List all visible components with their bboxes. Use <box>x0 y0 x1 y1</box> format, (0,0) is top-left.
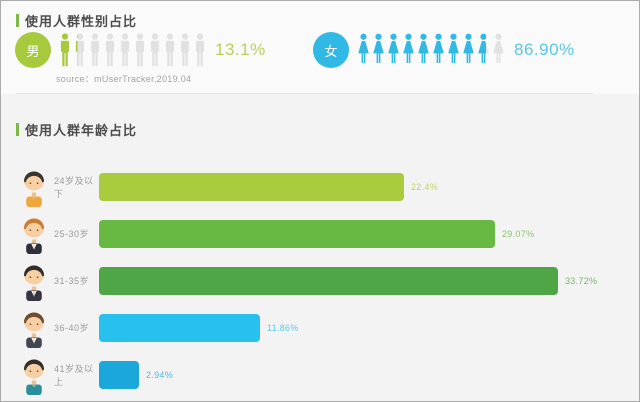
male-pictogram-icon <box>195 33 205 67</box>
female-stat-group: 女 86.90% <box>313 29 575 71</box>
female-badge: 女 <box>313 32 349 68</box>
man-avatar-icon <box>24 265 44 301</box>
age-category-label: 31-35岁 <box>54 276 90 286</box>
middle-aged-avatar-icon <box>24 312 44 348</box>
age-bar <box>99 266 558 295</box>
male-pictogram-icon <box>165 33 175 67</box>
age-row: 31-35岁 33.72% <box>1 257 639 304</box>
male-pictogram-icon <box>180 33 190 67</box>
female-pictogram-icon <box>358 33 369 63</box>
age-value-label: 11.86% <box>267 322 299 333</box>
age-value-label: 2.94% <box>146 369 174 380</box>
male-pictogram-icon <box>90 33 100 67</box>
young-man-avatar-icon <box>24 218 44 254</box>
age-category-label: 41岁及以上 <box>54 363 94 387</box>
female-pictogram-icon <box>373 33 384 63</box>
male-pictogram-row <box>59 29 206 71</box>
title-marker-icon <box>16 14 19 27</box>
age-row: 24岁及以下 22.4% <box>1 163 639 210</box>
age-row: 41岁及以上 2.94% <box>1 351 639 398</box>
female-pictogram-icon <box>493 33 504 63</box>
age-category-label: 36-40岁 <box>54 323 90 333</box>
age-row: 25-30岁 29.07% <box>1 210 639 257</box>
age-category-label: 24岁及以下 <box>54 175 94 199</box>
male-pictogram-icon <box>150 33 160 67</box>
age-category-label: 25-30岁 <box>54 229 90 239</box>
male-pictogram-icon <box>60 33 70 67</box>
older-man-avatar-icon <box>24 359 44 395</box>
age-section: 使用人群年龄占比 24岁及以下 22.4% 25-30岁 29.07% <box>1 94 639 401</box>
male-pictogram-icon <box>120 33 130 67</box>
age-value-label: 22.4% <box>411 181 439 192</box>
male-pictogram-icon <box>105 33 115 67</box>
age-bar <box>99 172 404 201</box>
female-pictogram-icon <box>463 33 474 63</box>
age-section-title: 使用人群年龄占比 <box>16 120 639 139</box>
section-divider <box>16 93 593 94</box>
female-pictogram-icon <box>448 33 459 63</box>
female-pictogram-icon <box>403 33 414 63</box>
female-pictogram-icon <box>388 33 399 63</box>
age-bar <box>99 360 139 389</box>
male-pictogram-icon <box>75 33 85 67</box>
male-percent-label: 13.1% <box>215 40 266 59</box>
age-bar-chart: 24岁及以下 22.4% 25-30岁 29.07% 31-35岁 33.72% <box>1 163 639 398</box>
age-value-label: 33.72% <box>565 275 598 286</box>
gender-section: 使用人群性别占比 男 13.1% 女 86.90% source：mUserTr… <box>1 1 639 94</box>
gender-title-text: 使用人群性别占比 <box>25 14 138 29</box>
age-row: 36-40岁 11.86% <box>1 304 639 351</box>
female-pictogram-icon <box>478 33 489 63</box>
female-pictogram-row <box>357 29 505 71</box>
female-pictogram-icon <box>433 33 444 63</box>
age-value-label: 29.07% <box>502 228 535 239</box>
age-bar <box>99 219 495 248</box>
male-badge: 男 <box>15 32 51 68</box>
female-pictogram-icon <box>418 33 429 63</box>
female-percent-label: 86.90% <box>514 40 575 59</box>
age-bar <box>99 313 260 342</box>
male-pictogram-icon <box>135 33 145 67</box>
gender-section-title: 使用人群性别占比 <box>16 11 137 30</box>
title-marker-icon <box>16 123 19 136</box>
youth-avatar-icon <box>24 171 44 207</box>
source-note: source：mUserTracker,2019.04 <box>56 74 192 84</box>
male-stat-group: 男 13.1% <box>15 29 266 71</box>
age-title-text: 使用人群年龄占比 <box>25 123 138 138</box>
